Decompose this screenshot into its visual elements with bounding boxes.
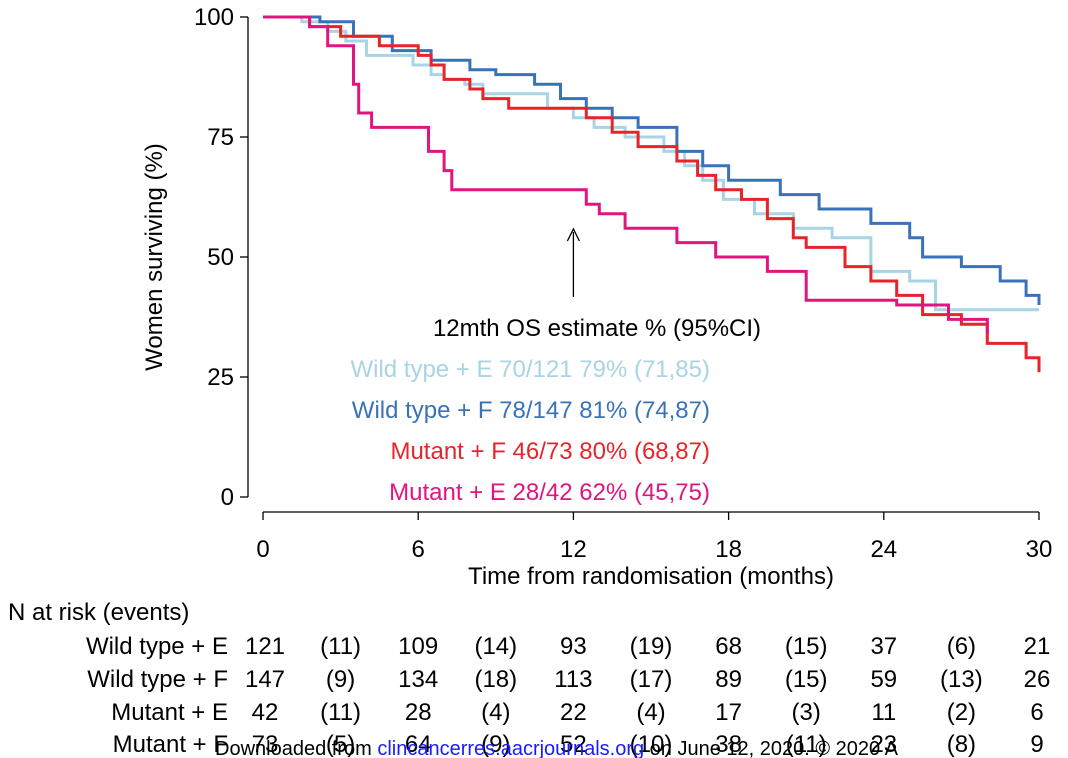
risk-cell: 28 <box>405 699 432 726</box>
risk-cell: 147 <box>245 666 285 693</box>
risk-cell: (17) <box>630 666 673 693</box>
risk-cell: (9) <box>326 666 355 693</box>
x-tick-label: 12 <box>560 536 587 563</box>
risk-cell: (2) <box>947 699 976 726</box>
risk-cell: 21 <box>1024 633 1051 660</box>
risk-cell: 17 <box>715 699 742 726</box>
risk-cell: 9 <box>1030 731 1043 758</box>
risk-cell: 121 <box>245 633 285 660</box>
risk-cell: 23 <box>870 731 897 758</box>
risk-cell: 38 <box>715 731 742 758</box>
risk-cell: (6) <box>947 633 976 660</box>
x-tick-label: 30 <box>1026 536 1053 563</box>
x-tick-label: 18 <box>715 536 742 563</box>
risk-cell: (18) <box>474 666 517 693</box>
risk-cell: 109 <box>398 633 438 660</box>
series-line-1 <box>263 15 1039 312</box>
x-tick-label: 6 <box>412 536 425 563</box>
risk-table-title: N at risk (events) <box>8 599 189 626</box>
y-tick-label: 50 <box>207 244 234 271</box>
risk-cell: 93 <box>560 633 587 660</box>
risk-cell: (14) <box>474 633 517 660</box>
watermark-link: clincancerres.aacrjournals.org <box>377 738 644 758</box>
risk-row-label: Mutant + E <box>111 699 228 726</box>
risk-cell: 37 <box>870 633 897 660</box>
risk-cell: (15) <box>785 633 828 660</box>
y-tick-label: 75 <box>207 124 234 151</box>
risk-cell: (10) <box>630 731 673 758</box>
risk-cell: (13) <box>940 666 983 693</box>
risk-cell: (11) <box>786 731 827 758</box>
risk-cell: (19) <box>630 633 673 660</box>
survival-curves <box>263 15 1041 373</box>
y-tick-label: 25 <box>207 364 234 391</box>
risk-cell: 6 <box>1030 699 1043 726</box>
risk-cell: (3) <box>792 699 821 726</box>
watermark: Downloaded from clincancerres.aacrjourna… <box>215 738 899 758</box>
series-line-3 <box>263 15 1041 373</box>
x-tick-label: 0 <box>256 536 269 563</box>
estimate-label-1: Wild type + E 70/121 79% (71,85) <box>350 356 710 383</box>
risk-cell: 73 <box>252 731 279 758</box>
risk-cell: 59 <box>870 666 897 693</box>
series-line-2 <box>263 15 1041 305</box>
y-tick-label: 0 <box>221 484 234 511</box>
risk-cell: (11) <box>320 699 361 726</box>
risk-cell: 113 <box>554 666 592 693</box>
watermark-suffix: on June 12, 2020. © 2020 A <box>644 738 898 758</box>
risk-cell: (4) <box>481 699 510 726</box>
x-axis-label: Time from randomisation (months) <box>468 563 834 590</box>
risk-table: N at risk (events) Wild type + E 121 (11) 10… <box>8 599 1050 758</box>
annotation-text: 12mth OS estimate % (95%CI) <box>433 315 761 342</box>
risk-cell: 52 <box>560 731 587 758</box>
x-tick-label: 24 <box>870 536 897 563</box>
risk-cell: (11) <box>320 633 361 660</box>
risk-cell: 68 <box>715 633 742 660</box>
risk-cell: 26 <box>1024 666 1051 693</box>
risk-cell: (4) <box>636 699 665 726</box>
risk-row-label: Wild type + E <box>86 633 228 660</box>
estimate-label-4: Mutant + E 28/42 62% (45,75) <box>389 479 710 506</box>
axes: 0 25 50 75 100 0 6 12 18 24 30 Time from randomisat… <box>141 4 1052 590</box>
risk-row-label: Wild type + F <box>87 666 228 693</box>
risk-cell: (5) <box>326 731 355 758</box>
watermark-prefix: Downloaded from <box>215 738 377 758</box>
risk-cell: (8) <box>947 731 976 758</box>
annotation-arrow-head <box>566 227 580 242</box>
estimate-label-2: Wild type + F 78/147 81% (74,87) <box>352 397 710 424</box>
series-line-4 <box>263 15 989 334</box>
risk-cell: 11 <box>871 699 896 726</box>
annotation: 12mth OS estimate % (95%CI) Wild type + E… <box>350 227 761 506</box>
y-tick-label: 100 <box>194 4 234 31</box>
risk-cell: 134 <box>398 666 438 693</box>
risk-cell: 22 <box>560 699 587 726</box>
risk-cell: (9) <box>481 731 510 758</box>
risk-cell: 89 <box>715 666 742 693</box>
risk-cell: (15) <box>785 666 828 693</box>
risk-cell: 64 <box>405 731 432 758</box>
estimate-label-3: Mutant + F 46/73 80% (68,87) <box>390 438 710 465</box>
risk-cell: 42 <box>252 699 279 726</box>
risk-row-label: Mutant + F <box>113 731 228 758</box>
y-axis-label: Women surviving (%) <box>141 143 168 371</box>
